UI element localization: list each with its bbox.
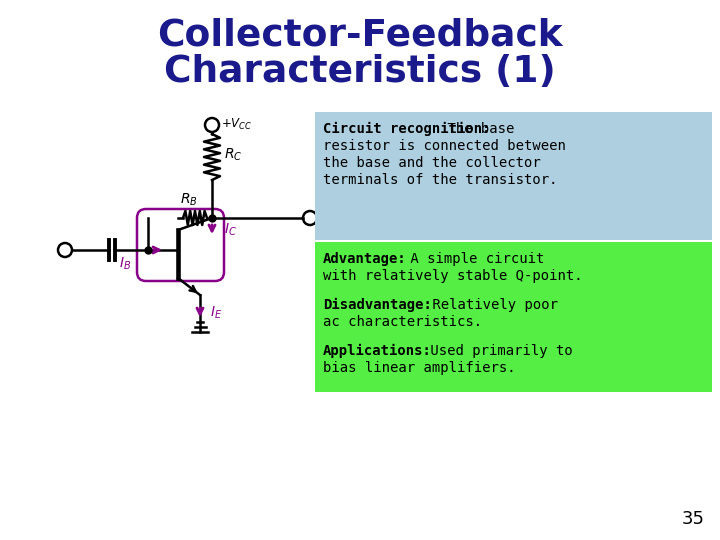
Text: Collector-Feedback: Collector-Feedback <box>157 17 563 53</box>
Text: resistor is connected between: resistor is connected between <box>323 139 566 153</box>
Text: $I_E$: $I_E$ <box>210 305 222 321</box>
Text: Applications:: Applications: <box>323 344 432 358</box>
Text: $I_B$: $I_B$ <box>119 256 131 272</box>
Text: ac characteristics.: ac characteristics. <box>323 315 482 329</box>
Text: with relatively stable Q-point.: with relatively stable Q-point. <box>323 269 582 283</box>
Bar <box>315 112 712 240</box>
Text: the base and the collector: the base and the collector <box>323 156 541 170</box>
Text: Advantage:: Advantage: <box>323 252 407 266</box>
Text: A simple circuit: A simple circuit <box>402 252 544 266</box>
Bar <box>315 242 712 392</box>
Text: terminals of the transistor.: terminals of the transistor. <box>323 173 557 187</box>
Text: Circuit recognition:: Circuit recognition: <box>323 122 490 136</box>
Text: $R_C$: $R_C$ <box>224 147 243 163</box>
Text: Characteristics (1): Characteristics (1) <box>164 54 556 90</box>
Text: $R_B$: $R_B$ <box>180 192 198 208</box>
Text: Used primarily to: Used primarily to <box>422 344 572 358</box>
Text: 35: 35 <box>682 510 705 528</box>
Text: $I_C$: $I_C$ <box>224 222 237 238</box>
Text: $+V_{CC}$: $+V_{CC}$ <box>221 117 253 132</box>
Text: Relatively poor: Relatively poor <box>424 298 558 312</box>
Text: bias linear amplifiers.: bias linear amplifiers. <box>323 361 516 375</box>
Text: The base: The base <box>439 122 514 136</box>
Text: Disadvantage:: Disadvantage: <box>323 298 432 312</box>
